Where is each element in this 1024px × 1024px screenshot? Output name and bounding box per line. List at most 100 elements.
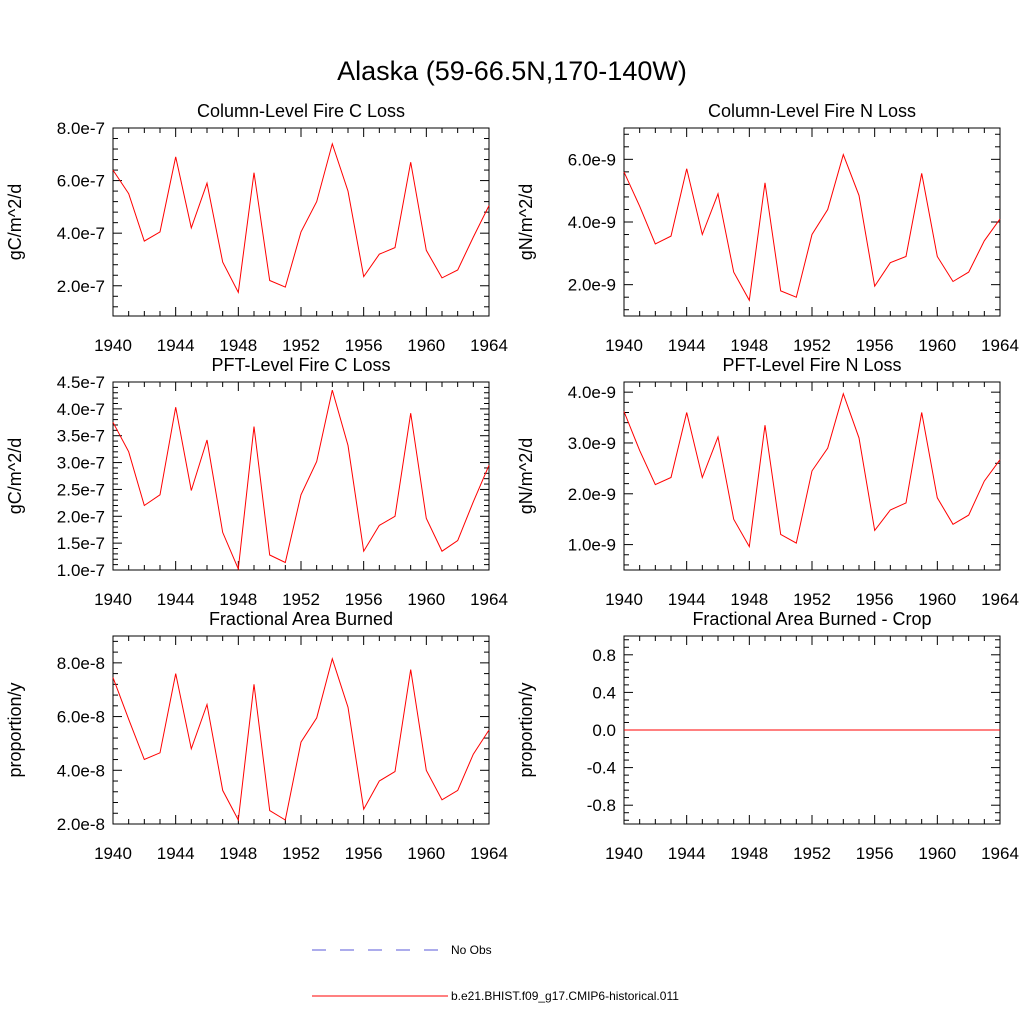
y-tick-label: 6.0e-7 [57, 172, 105, 191]
y-tick-label: 2.0e-9 [568, 276, 616, 295]
y-tick-label: 2.0e-9 [568, 485, 616, 504]
x-tick-label: 1944 [157, 590, 195, 609]
x-tick-label: 1960 [407, 336, 445, 355]
y-tick-label: 4.0e-7 [57, 400, 105, 419]
y-tick-label: 0.0 [592, 721, 616, 740]
x-tick-label: 1952 [793, 844, 831, 863]
x-tick-label: 1940 [605, 844, 643, 863]
x-tick-label: 1940 [94, 844, 132, 863]
x-tick-label: 1952 [282, 844, 320, 863]
series-line [623, 153, 1001, 302]
x-tick-label: 1948 [219, 336, 257, 355]
series-line [112, 142, 490, 294]
x-tick-label: 1960 [918, 336, 956, 355]
legend: No Obs b.e21.BHIST.f09_g17.CMIP6-histori… [312, 943, 679, 1003]
x-tick-label: 1964 [981, 844, 1019, 863]
y-tick-label: 3.0e-7 [57, 454, 105, 473]
panel-column-fire-c-loss: Column-Level Fire C Loss gC/m^2/d 1940 1944… [5, 101, 508, 355]
x-tick-label: 1944 [668, 590, 706, 609]
y-axis-label: proportion/y [5, 682, 25, 777]
x-tick-label: 1956 [856, 844, 894, 863]
x-tick-label: 1964 [981, 590, 1019, 609]
x-tick-label: 1940 [605, 590, 643, 609]
plot-frame [112, 127, 490, 317]
panel-fractional-area-burned: Fractional Area Burned proportion/y 1940 19… [5, 609, 508, 863]
x-tick-label: 1944 [157, 336, 195, 355]
x-tick-label: 1948 [219, 590, 257, 609]
series-line [623, 392, 1001, 549]
x-tick-label: 1956 [345, 590, 383, 609]
y-axis-label: gC/m^2/d [5, 438, 25, 514]
y-axis-label: gC/m^2/d [5, 184, 25, 260]
x-tick-label: 1964 [981, 336, 1019, 355]
y-tick-label: 1.0e-9 [568, 536, 616, 555]
x-tick-label: 1940 [94, 590, 132, 609]
y-tick-label: 3.5e-7 [57, 427, 105, 446]
x-tick-label: 1948 [730, 336, 768, 355]
plot-frame [623, 127, 1001, 317]
y-axis-label: gN/m^2/d [516, 438, 536, 514]
x-tick-label: 1960 [918, 590, 956, 609]
legend-label-model: b.e21.BHIST.f09_g17.CMIP6-historical.011 [451, 989, 679, 1003]
x-tick-label: 1948 [219, 844, 257, 863]
x-tick-label: 1944 [157, 844, 195, 863]
plot-frame [623, 381, 1001, 571]
y-tick-label: 1.5e-7 [57, 534, 105, 553]
y-tick-label: 8.0e-8 [57, 654, 105, 673]
x-tick-label: 1940 [605, 336, 643, 355]
x-tick-label: 1952 [793, 336, 831, 355]
x-tick-label: 1960 [918, 844, 956, 863]
panel-title: PFT-Level Fire N Loss [722, 355, 901, 375]
x-tick-label: 1944 [668, 336, 706, 355]
series-line [112, 657, 490, 822]
y-tick-label: 0.8 [592, 646, 616, 665]
x-tick-label: 1940 [94, 336, 132, 355]
x-tick-label: 1960 [407, 844, 445, 863]
x-tick-label: 1956 [345, 336, 383, 355]
x-tick-label: 1964 [470, 844, 508, 863]
y-tick-label: 4.0e-9 [568, 383, 616, 402]
y-tick-label: 4.5e-7 [57, 373, 105, 392]
x-tick-label: 1964 [470, 590, 508, 609]
y-tick-label: 6.0e-9 [568, 150, 616, 169]
y-tick-label: 0.4 [592, 683, 616, 702]
x-tick-label: 1960 [407, 590, 445, 609]
y-tick-label: 2.0e-7 [57, 507, 105, 526]
x-tick-label: 1956 [856, 336, 894, 355]
x-tick-label: 1944 [668, 844, 706, 863]
y-tick-label: 6.0e-8 [57, 708, 105, 727]
panel-pft-fire-c-loss: PFT-Level Fire C Loss gC/m^2/d 1940 1944 194… [5, 355, 508, 609]
panel-pft-fire-n-loss: PFT-Level Fire N Loss gN/m^2/d 1940 1944 194… [516, 355, 1019, 609]
panel-title: PFT-Level Fire C Loss [211, 355, 390, 375]
y-tick-label: 2.0e-7 [57, 277, 105, 296]
plot-frame [112, 635, 490, 825]
figure-title: Alaska (59-66.5N,170-140W) [337, 56, 687, 86]
x-tick-label: 1952 [282, 590, 320, 609]
y-tick-label: 3.0e-9 [568, 434, 616, 453]
plot-frame [112, 381, 490, 571]
series-line [112, 389, 490, 571]
x-tick-label: 1948 [730, 844, 768, 863]
y-tick-label: 8.0e-7 [57, 119, 105, 138]
y-tick-label: 4.0e-7 [57, 224, 105, 243]
panel-title: Fractional Area Burned - Crop [692, 609, 931, 629]
y-axis-label: proportion/y [516, 682, 536, 777]
panel-title: Fractional Area Burned [209, 609, 393, 629]
x-tick-label: 1956 [345, 844, 383, 863]
y-tick-label: 4.0e-9 [568, 213, 616, 232]
x-tick-label: 1964 [470, 336, 508, 355]
y-tick-label: -0.8 [587, 796, 616, 815]
legend-label-no-obs: No Obs [451, 943, 492, 957]
x-tick-label: 1952 [793, 590, 831, 609]
x-tick-label: 1948 [730, 590, 768, 609]
panel-title: Column-Level Fire C Loss [197, 101, 405, 121]
x-tick-label: 1956 [856, 590, 894, 609]
y-tick-label: 1.0e-7 [57, 561, 105, 580]
panel-column-fire-n-loss: Column-Level Fire N Loss gN/m^2/d 1940 1944… [516, 101, 1019, 355]
y-tick-label: 2.0e-8 [57, 815, 105, 834]
y-tick-label: 2.5e-7 [57, 480, 105, 499]
y-axis-label: gN/m^2/d [516, 184, 536, 260]
y-tick-label: -0.4 [587, 759, 616, 778]
x-tick-label: 1952 [282, 336, 320, 355]
